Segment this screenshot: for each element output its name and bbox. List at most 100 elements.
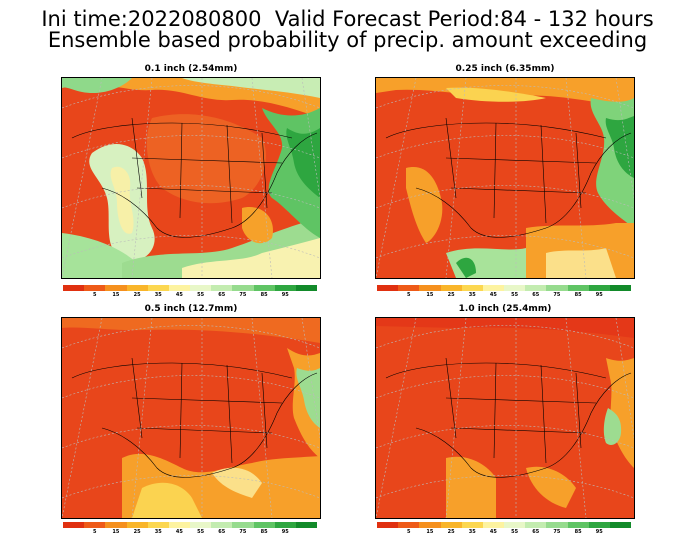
colorbar-tick-label: 75 <box>239 529 247 535</box>
colorbar-swatch <box>253 522 275 528</box>
panel-1-title: 0.1 inch (2.54mm) <box>144 64 238 74</box>
colorbar-swatch <box>567 522 589 528</box>
colorbar-swatch <box>211 285 233 291</box>
colorbar-swatch <box>84 285 106 291</box>
colorbar-swatch <box>609 285 632 291</box>
colorbar-swatch <box>525 522 547 528</box>
colorbar-swatch <box>168 522 191 528</box>
colorbar-swatch <box>168 285 191 291</box>
colorbar-swatch <box>588 285 610 291</box>
colorbar-swatch <box>295 285 318 291</box>
colorbar-swatch <box>377 285 399 291</box>
colorbar-tick-label: 65 <box>218 529 226 535</box>
colorbar-swatch <box>190 522 212 528</box>
colorbar-swatch <box>461 522 483 528</box>
colorbar-tick-label: 75 <box>553 529 561 535</box>
main-title-line-1: Ini time:2022080800 Valid Forecast Perio… <box>41 7 654 31</box>
colorbar-tick-label: 95 <box>281 292 289 298</box>
colorbar-tick-label: 95 <box>595 292 603 298</box>
colorbar-1 <box>63 285 318 291</box>
colorbar-swatch <box>588 522 610 528</box>
colorbar-tick-label: 75 <box>239 292 247 298</box>
map-panel-2 <box>375 77 635 279</box>
colorbar-swatch <box>63 522 85 528</box>
colorbar-tick-label: 5 <box>407 529 411 535</box>
colorbar-3 <box>63 522 318 528</box>
colorbar-swatch <box>525 285 547 291</box>
colorbar-tick-label: 35 <box>468 529 476 535</box>
colorbar-tick-label: 95 <box>595 529 603 535</box>
colorbar-tick-label: 65 <box>532 529 540 535</box>
colorbar-tick-label: 15 <box>112 529 120 535</box>
colorbar-tick-label: 5 <box>93 292 97 298</box>
colorbar-swatch <box>232 522 254 528</box>
colorbar-tick-label: 55 <box>511 529 519 535</box>
colorbar-swatch <box>377 522 399 528</box>
colorbar-4 <box>377 522 632 528</box>
colorbar-tick-label: 35 <box>154 529 162 535</box>
colorbar-2 <box>377 285 632 291</box>
colorbar-tick-label: 55 <box>197 529 205 535</box>
colorbar-tick-label: 5 <box>93 529 97 535</box>
colorbar-tick-label: 85 <box>574 292 582 298</box>
colorbar-swatch <box>567 285 589 291</box>
colorbar-swatch <box>126 285 148 291</box>
panel-4-title: 1.0 inch (25.4mm) <box>458 304 552 314</box>
colorbar-swatch <box>546 285 568 291</box>
colorbar-tick-label: 15 <box>426 292 434 298</box>
colorbar-tick-label: 5 <box>407 292 411 298</box>
colorbar-tick-label: 15 <box>112 292 120 298</box>
colorbar-swatch <box>504 285 526 291</box>
colorbar-tick-label: 35 <box>468 292 476 298</box>
colorbar-tick-label: 25 <box>447 529 455 535</box>
colorbar-tick-label: 85 <box>574 529 582 535</box>
colorbar-tick-label: 85 <box>260 292 268 298</box>
colorbar-tick-label: 65 <box>218 292 226 298</box>
colorbar-swatch <box>295 522 318 528</box>
colorbar-tick-label: 45 <box>175 529 183 535</box>
colorbar-swatch <box>546 522 568 528</box>
colorbar-tick-label: 45 <box>489 292 497 298</box>
colorbar-swatch <box>84 522 106 528</box>
colorbar-swatch <box>105 285 127 291</box>
colorbar-tick-label: 55 <box>197 292 205 298</box>
colorbar-swatch <box>232 285 254 291</box>
colorbar-swatch <box>211 522 233 528</box>
colorbar-tick-label: 35 <box>154 292 162 298</box>
colorbar-tick-label: 65 <box>532 292 540 298</box>
colorbar-tick-label: 15 <box>426 529 434 535</box>
colorbar-swatch <box>398 285 420 291</box>
colorbar-tick-label: 85 <box>260 529 268 535</box>
colorbar-swatch <box>274 285 296 291</box>
colorbar-1-labels: 5 15 25 35 45 55 65 75 85 95 <box>63 292 317 300</box>
colorbar-swatch <box>253 285 275 291</box>
colorbar-tick-label: 25 <box>133 529 141 535</box>
colorbar-swatch <box>419 522 441 528</box>
main-title-line-2: Ensemble based probability of precip. am… <box>47 28 648 52</box>
colorbar-tick-label: 55 <box>511 292 519 298</box>
colorbar-swatch <box>440 522 462 528</box>
colorbar-tick-label: 45 <box>489 529 497 535</box>
colorbar-3-labels: 5 15 25 35 45 55 65 75 85 95 <box>63 529 317 537</box>
colorbar-swatch <box>461 285 483 291</box>
colorbar-swatch <box>63 285 85 291</box>
colorbar-4-labels: 5 15 25 35 45 55 65 75 85 95 <box>377 529 631 537</box>
panel-2-title: 0.25 inch (6.35mm) <box>455 64 555 74</box>
colorbar-swatch <box>274 522 296 528</box>
colorbar-tick-label: 45 <box>175 292 183 298</box>
colorbar-swatch <box>482 285 505 291</box>
colorbar-tick-label: 25 <box>133 292 141 298</box>
map-panel-3 <box>61 317 321 519</box>
panel-3-title: 0.5 inch (12.7mm) <box>144 304 238 314</box>
colorbar-swatch <box>504 522 526 528</box>
colorbar-swatch <box>147 522 169 528</box>
colorbar-2-labels: 5 15 25 35 45 55 65 75 85 95 <box>377 292 631 300</box>
colorbar-swatch <box>126 522 148 528</box>
colorbar-swatch <box>482 522 505 528</box>
map-panel-1 <box>61 77 321 279</box>
map-panel-4 <box>375 317 635 519</box>
colorbar-swatch <box>609 522 632 528</box>
colorbar-swatch <box>398 522 420 528</box>
colorbar-tick-label: 25 <box>447 292 455 298</box>
colorbar-swatch <box>419 285 441 291</box>
